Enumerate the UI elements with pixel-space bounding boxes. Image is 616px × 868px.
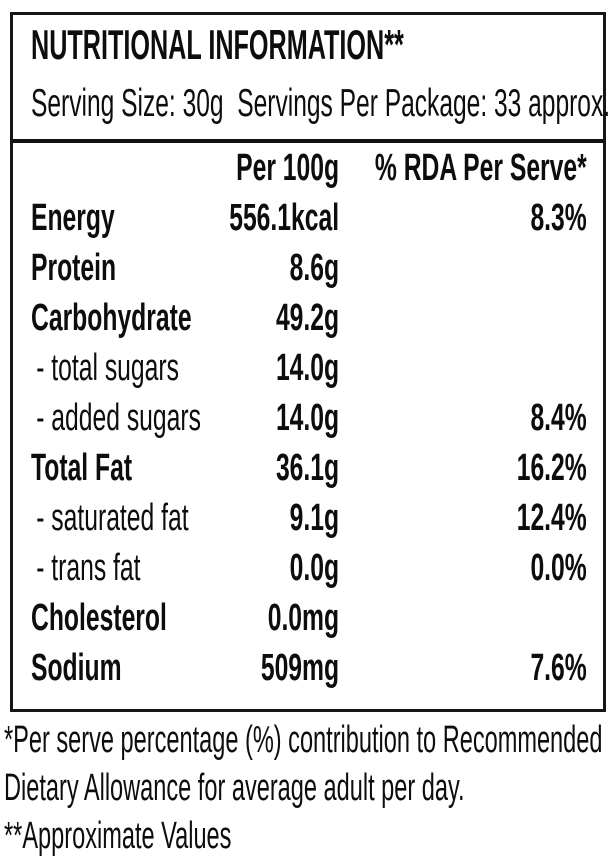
nutrient-amount: 14.0g <box>275 397 340 439</box>
footnote-line: **Approximate Values <box>4 816 616 864</box>
footnote-text: **Approximate Values <box>4 815 232 857</box>
nutrient-amount: 9.1g <box>289 497 340 539</box>
footnote-line: Dietary Allowance for average adult per … <box>4 768 616 816</box>
label-title-text: NUTRITIONAL INFORMATION** <box>31 21 404 68</box>
nutrient-amount: 14.0g <box>275 347 340 389</box>
column-header-nutrient <box>31 143 213 193</box>
table-row: - total sugars 14.0g <box>31 343 587 393</box>
nutrient-name: Energy <box>31 197 115 239</box>
table-row: Total Fat 36.1g 16.2% <box>31 443 587 493</box>
nutrient-rda-percent: 7.6% <box>530 647 587 689</box>
nutrient-name: Protein <box>31 247 117 289</box>
serving-info-text: Serving Size: 30g Servings Per Package: … <box>31 82 611 125</box>
footnote-text: *Per serve percentage (%) contribution t… <box>4 719 603 761</box>
nutrient-amount: 0.0g <box>289 547 340 589</box>
column-header-rda-per-serve: % RDA Per Serve* <box>374 147 587 189</box>
footnote-line: *Per serve percentage (%) contribution t… <box>4 720 616 768</box>
serving-info: Serving Size: 30g Servings Per Package: … <box>31 81 610 135</box>
nutrient-rda-percent: 12.4% <box>516 497 587 539</box>
table-row: Cholesterol 0.0mg <box>31 593 587 643</box>
nutrient-amount: 8.6g <box>289 247 340 289</box>
nutrient-rda-percent: 8.4% <box>530 397 587 439</box>
nutrient-rda-percent: 16.2% <box>516 447 587 489</box>
nutrient-amount: 49.2g <box>275 297 340 339</box>
nutrient-amount: 556.1kcal <box>229 197 340 239</box>
nutrient-name: Total Fat <box>31 447 133 489</box>
nutrient-amount: 509mg <box>260 647 340 689</box>
table-row: - saturated fat 9.1g 12.4% <box>31 493 587 543</box>
nutrient-rda-percent: 8.3% <box>530 197 587 239</box>
nutrient-name: - added sugars <box>36 397 201 439</box>
nutrition-rows: Energy 556.1kcal 8.3% Protein 8.6g Carbo… <box>31 193 587 693</box>
table-row: Carbohydrate 49.2g <box>31 293 587 343</box>
nutrient-name: Cholesterol <box>31 597 167 639</box>
footnotes: *Per serve percentage (%) contribution t… <box>4 720 616 864</box>
divider-rule <box>13 139 603 143</box>
table-row: Energy 556.1kcal 8.3% <box>31 193 587 243</box>
table-row: - added sugars 14.0g 8.4% <box>31 393 587 443</box>
table-row: Protein 8.6g <box>31 243 587 293</box>
table-row: - trans fat 0.0g 0.0% <box>31 543 587 593</box>
nutrient-rda-percent: 0.0% <box>530 547 587 589</box>
nutrition-table-wrap: Per 100g % RDA Per Serve* Energy 556.1kc… <box>31 143 587 693</box>
nutrition-label-panel: NUTRITIONAL INFORMATION** Serving Size: … <box>10 12 610 712</box>
label-title: NUTRITIONAL INFORMATION** <box>31 19 584 81</box>
nutrient-name: Carbohydrate <box>31 297 192 339</box>
table-row: Sodium 509mg 7.6% <box>31 643 587 693</box>
nutrient-amount: 0.0mg <box>267 597 340 639</box>
footnote-text: Dietary Allowance for average adult per … <box>4 767 465 809</box>
nutrient-name: - saturated fat <box>36 497 189 539</box>
nutrition-table: Per 100g % RDA Per Serve* Energy 556.1kc… <box>31 143 587 693</box>
table-header-row: Per 100g % RDA Per Serve* <box>31 143 587 193</box>
nutrient-name: - total sugars <box>36 347 179 389</box>
nutrient-name: - trans fat <box>36 547 141 589</box>
nutrient-name: Sodium <box>31 647 122 689</box>
column-header-per-100g: Per 100g <box>236 147 340 189</box>
nutrient-amount: 36.1g <box>275 447 340 489</box>
